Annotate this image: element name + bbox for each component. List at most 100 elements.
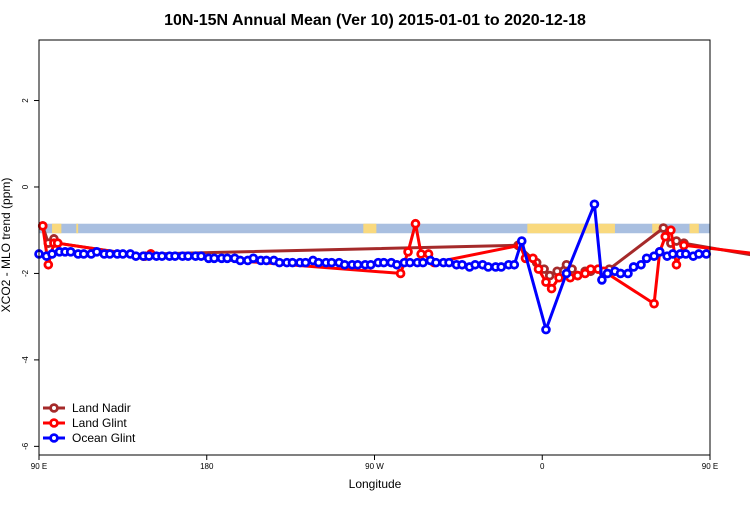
land-glint-point <box>541 277 551 287</box>
ocean-glint-point <box>636 259 646 270</box>
y-tick-label: -4 <box>21 356 30 364</box>
ocean-glint-point <box>47 249 57 259</box>
ocean-glint-point <box>654 247 665 257</box>
land-glint-point <box>554 272 564 283</box>
ocean-glint-point <box>509 259 520 270</box>
ocean-glint-point <box>496 262 507 272</box>
ocean-glint-point <box>274 257 285 268</box>
ocean-glint-point <box>667 249 678 259</box>
land-glint-point <box>43 259 54 270</box>
ocean-glint-point <box>392 259 402 270</box>
land-glint-point <box>546 283 557 294</box>
land-glint-point <box>395 268 406 279</box>
ocean-glint-point <box>300 257 311 268</box>
land-glint-series <box>37 218 750 309</box>
ocean-glint-point <box>628 262 639 272</box>
ocean-glint-point <box>209 253 220 264</box>
legend-marker-land-glint <box>49 418 59 428</box>
ocean-glint-point <box>365 259 376 270</box>
ocean-glint-point <box>105 249 115 259</box>
land-glint-point <box>649 298 659 309</box>
ocean-glint-point <box>118 249 128 259</box>
ocean-glint-point <box>313 257 324 268</box>
ocean-glint-point <box>65 247 76 257</box>
y-tick-label: 2 <box>21 98 30 103</box>
ocean-glint-point <box>418 257 428 268</box>
ocean-glint-point <box>144 251 154 261</box>
land-glint-point <box>671 259 682 270</box>
ocean-glint-point <box>615 268 626 279</box>
land-segment <box>363 223 377 234</box>
ocean-glint-point <box>597 275 607 285</box>
land-glint-point <box>403 247 413 257</box>
legend-marker-ocean-glint <box>49 433 59 443</box>
ocean-glint-point <box>457 259 467 270</box>
land-glint-point <box>533 264 544 274</box>
ocean-glint-point <box>589 199 600 210</box>
land-segment <box>52 223 62 234</box>
ocean-glint-point <box>680 249 691 259</box>
ocean-glint-point <box>235 255 246 266</box>
x-tick-label: 90 E <box>702 462 718 471</box>
land-glint-point <box>37 221 48 231</box>
ocean-glint-point <box>641 253 652 264</box>
y-axis-label: XCO2 - MLO trend (ppm) <box>0 178 13 313</box>
ocean-glint-point <box>694 249 704 259</box>
series-layer <box>34 199 750 335</box>
y-axis: 2 0 -2 -4 -6 <box>21 98 39 450</box>
ocean-glint-point <box>431 257 441 268</box>
legend-marker-land-nadir <box>49 403 59 413</box>
y-tick-label: 0 <box>21 184 30 189</box>
x-axis-label: Longitude <box>349 477 402 491</box>
land-glint-point <box>585 264 596 274</box>
x-tick-label: 0 <box>540 462 545 471</box>
x-tick-label: 90 W <box>365 462 384 471</box>
ocean-glint-point <box>222 253 233 264</box>
chart-title: 10N-15N Annual Mean (Ver 10) 2015-01-01 … <box>164 12 586 29</box>
land-glint-point <box>679 240 689 251</box>
land-glint-point <box>528 253 538 264</box>
ocean-glint-point <box>379 257 389 268</box>
ocean-glint-point <box>170 251 180 261</box>
ocean-glint-point <box>183 251 193 261</box>
ocean-glint-point <box>248 253 259 264</box>
ocean-glint-point <box>131 251 141 261</box>
ocean-glint-point <box>541 324 551 335</box>
y-tick-label: -2 <box>21 269 30 277</box>
legend-label-land-nadir: Land Nadir <box>72 401 131 415</box>
land-glint-point <box>572 270 583 281</box>
land-glint-point <box>416 249 426 259</box>
ocean-glint-point <box>339 259 350 270</box>
land-glint-point <box>666 225 676 236</box>
land-ocean-mask <box>39 223 710 234</box>
land-segment <box>652 223 660 234</box>
ocean-glint-point <box>326 257 337 268</box>
ocean-glint-point <box>352 259 363 270</box>
land-segment <box>527 223 615 234</box>
ocean-glint-point <box>157 251 167 261</box>
x-tick-label: 90 E <box>31 462 47 471</box>
ocean-glint-point <box>470 259 480 270</box>
ocean-glint-point <box>701 249 712 259</box>
land-glint-point <box>660 231 671 242</box>
ocean-glint-point <box>602 268 613 279</box>
ocean-glint-point <box>78 249 89 259</box>
land-nadir-point <box>544 270 555 281</box>
ocean-glint-point <box>561 268 572 279</box>
land-glint-point <box>52 238 63 248</box>
ocean-glint-point <box>516 236 527 246</box>
ocean-glint-point <box>91 247 102 257</box>
ocean-glint-point <box>405 257 415 268</box>
land-segment <box>76 223 79 234</box>
ocean-glint-point <box>287 257 298 268</box>
land-nadir-point <box>658 223 669 233</box>
ocean-glint-series <box>34 199 712 335</box>
y-tick-label: -6 <box>21 442 30 450</box>
legend-label-ocean-glint: Ocean Glint <box>72 431 136 445</box>
land-glint-point <box>410 218 421 229</box>
legend-label-land-glint: Land Glint <box>72 416 127 430</box>
ocean-glint-point <box>483 262 493 272</box>
ocean-glint-point <box>261 255 272 266</box>
